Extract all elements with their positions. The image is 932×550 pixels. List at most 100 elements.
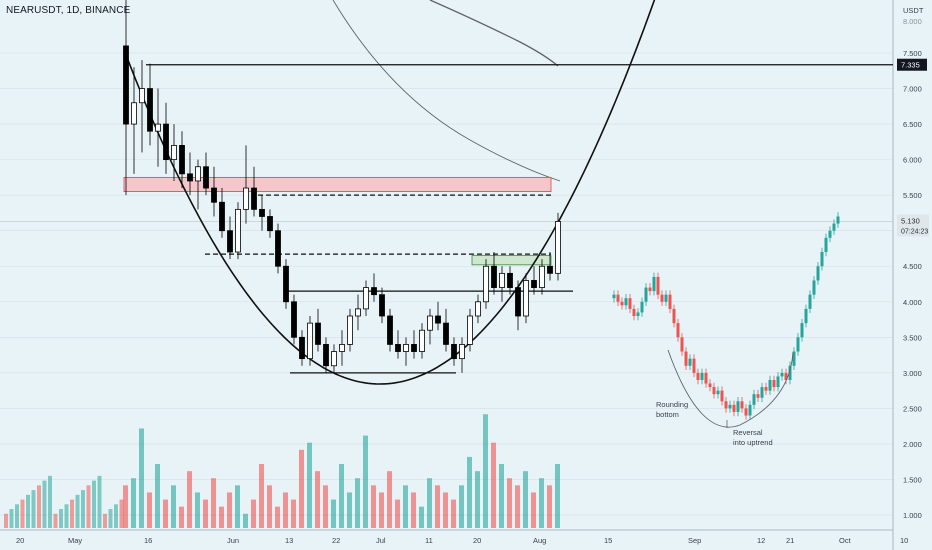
example-candle-body bbox=[644, 287, 648, 302]
example-candle-body bbox=[712, 387, 716, 395]
candle-body bbox=[211, 187, 217, 203]
example-candle-body bbox=[784, 372, 788, 380]
candle-body bbox=[515, 287, 521, 317]
price-tick-label: 3.000 bbox=[903, 369, 922, 378]
volume-bar bbox=[395, 499, 400, 528]
example-candle-body bbox=[704, 372, 708, 384]
candle-body bbox=[555, 221, 561, 274]
example-candle-body bbox=[808, 294, 812, 309]
example-candle-body bbox=[672, 308, 676, 324]
candle-body bbox=[203, 166, 209, 189]
volume-bar bbox=[499, 464, 504, 528]
candle-body bbox=[187, 173, 193, 182]
example-candle-body bbox=[616, 294, 620, 302]
example-candle-body bbox=[760, 387, 764, 398]
time-tick-label: 10 bbox=[900, 536, 908, 545]
volume-bar bbox=[259, 464, 264, 528]
time-tick-label: 16 bbox=[144, 536, 152, 545]
volume-bar bbox=[491, 442, 496, 528]
example-candle-body bbox=[788, 365, 792, 380]
example-candle-body bbox=[680, 337, 684, 352]
candle-body bbox=[419, 329, 425, 352]
volume-bar bbox=[103, 513, 107, 528]
symbol-label: NEARUSDT, 1D, BINANCE bbox=[6, 5, 131, 16]
volume-bar bbox=[411, 492, 416, 528]
example-candle-body bbox=[716, 390, 720, 395]
candle-body bbox=[523, 280, 529, 317]
annotation-rounding-bottom: Rounding bbox=[656, 400, 688, 409]
candle-body bbox=[507, 272, 513, 288]
candle-body bbox=[531, 280, 537, 288]
example-rounding-arc bbox=[667, 349, 794, 428]
example-candle-body bbox=[836, 216, 840, 224]
candle-body bbox=[355, 308, 361, 317]
example-candle-body bbox=[764, 387, 768, 391]
volume-bar bbox=[443, 492, 448, 528]
volume-bar bbox=[347, 492, 352, 528]
volume-bar bbox=[147, 492, 152, 528]
high-price-tag-label: 7.335 bbox=[901, 61, 920, 70]
example-candle-body bbox=[668, 294, 672, 309]
time-tick-label: 12 bbox=[757, 536, 765, 545]
volume-bar bbox=[299, 449, 304, 528]
volume-bar bbox=[64, 504, 69, 528]
price-tick-label: 1.500 bbox=[903, 475, 922, 484]
volume-bar bbox=[331, 499, 336, 528]
example-candle-body bbox=[804, 308, 808, 324]
candle-body bbox=[171, 145, 177, 161]
candle-body bbox=[451, 344, 457, 360]
example-candle-body bbox=[648, 287, 652, 292]
volume-bar bbox=[243, 513, 248, 528]
volume-bar bbox=[26, 494, 30, 528]
volume-bar bbox=[203, 499, 208, 528]
volume-bar bbox=[20, 499, 25, 528]
candle-body bbox=[179, 145, 185, 175]
volume-bar bbox=[419, 506, 424, 528]
volume-bar bbox=[355, 478, 360, 528]
volume-bar bbox=[108, 509, 113, 528]
volume-bar bbox=[475, 471, 480, 528]
candle-body bbox=[379, 294, 385, 317]
candle-body bbox=[403, 344, 409, 352]
volume-bar bbox=[435, 485, 440, 528]
candle-body bbox=[459, 344, 465, 360]
example-candle-body bbox=[700, 372, 704, 380]
volume-bar bbox=[31, 490, 36, 528]
volume-bar bbox=[267, 485, 272, 528]
resistance-zone bbox=[123, 176, 552, 193]
price-tick-label: 1.000 bbox=[903, 511, 922, 520]
volume-bar bbox=[187, 471, 192, 528]
candle-body bbox=[275, 230, 281, 267]
price-tick-label: 8.000 bbox=[903, 17, 922, 26]
candle-body bbox=[195, 166, 201, 182]
annotation-rounding-bottom: bottom bbox=[656, 410, 679, 419]
price-axis-currency: USDT bbox=[903, 6, 924, 15]
price-tick-label: 2.000 bbox=[903, 440, 922, 449]
time-tick-label: 20 bbox=[16, 536, 24, 545]
volume-bar bbox=[53, 513, 58, 528]
candle-body bbox=[243, 187, 249, 210]
candle-body bbox=[467, 315, 473, 345]
candle-body bbox=[347, 315, 353, 345]
volume-bar bbox=[371, 485, 376, 528]
volume-bar bbox=[539, 478, 544, 528]
example-candle-body bbox=[676, 323, 680, 338]
annotation-reversal: Reversal bbox=[733, 428, 763, 437]
candle-body bbox=[499, 272, 505, 288]
volume-bar bbox=[283, 492, 288, 528]
candle-body bbox=[291, 301, 297, 338]
volume-bar bbox=[387, 471, 392, 528]
volume-bar bbox=[179, 506, 184, 528]
candle-body bbox=[235, 208, 241, 253]
candle-body bbox=[547, 265, 553, 274]
candle-body bbox=[387, 315, 393, 345]
rounding-bottom-curve bbox=[123, 0, 656, 385]
moving-average-slow bbox=[332, 0, 561, 182]
example-candle-body bbox=[636, 312, 640, 316]
example-candle-body bbox=[684, 351, 688, 366]
volume-bar bbox=[555, 464, 560, 528]
time-tick-label: Jul bbox=[376, 536, 386, 545]
example-candle-body bbox=[748, 404, 752, 416]
